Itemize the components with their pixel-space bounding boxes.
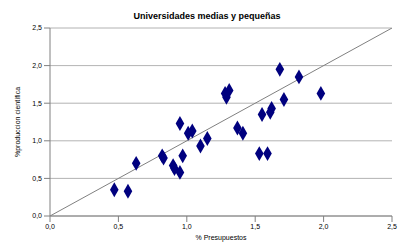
svg-text:1,0: 1,0 <box>32 137 42 144</box>
svg-text:%produccion científica: %produccion científica <box>14 87 22 157</box>
svg-text:2,0: 2,0 <box>32 62 42 69</box>
svg-text:2,5: 2,5 <box>387 223 397 230</box>
svg-text:1,5: 1,5 <box>32 100 42 107</box>
svg-text:0,0: 0,0 <box>32 212 42 219</box>
svg-text:2,0: 2,0 <box>319 223 329 230</box>
svg-text:0,5: 0,5 <box>114 223 124 230</box>
svg-text:0,5: 0,5 <box>32 175 42 182</box>
svg-text:0,0: 0,0 <box>45 223 55 230</box>
svg-text:1,0: 1,0 <box>182 223 192 230</box>
svg-text:% Presupuestos: % Presupuestos <box>196 234 247 242</box>
html-text:Universidades medias y pequeña: Universidades medias y pequeñas <box>133 11 281 21</box>
svg-text:1,5: 1,5 <box>250 223 260 230</box>
svg-text:2,5: 2,5 <box>32 24 42 31</box>
